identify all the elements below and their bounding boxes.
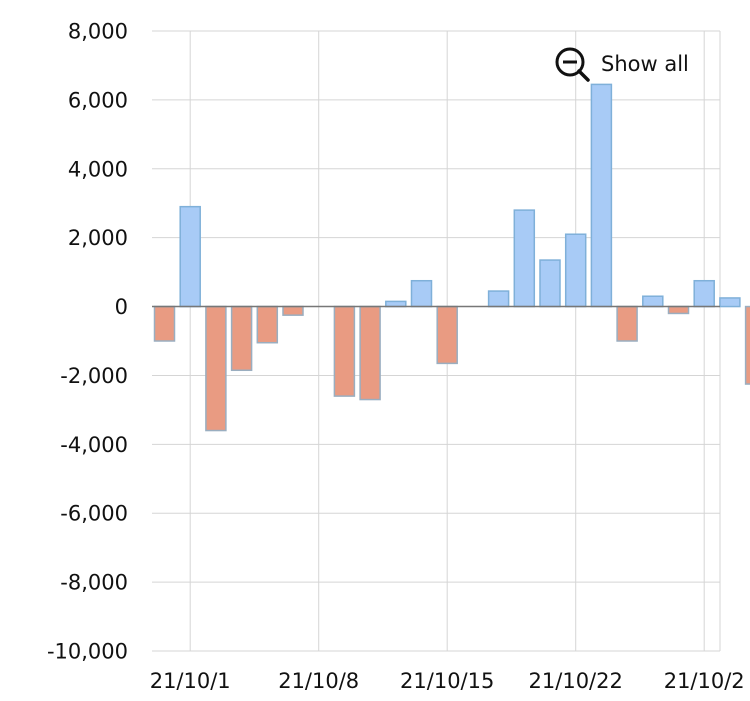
y-tick-label: 8,000 xyxy=(68,20,128,44)
x-tick-label: 21/10/8 xyxy=(278,669,359,693)
bar-21-10-5 xyxy=(282,305,304,316)
bar-21-10-19 xyxy=(642,295,664,308)
y-tick-label: -4,000 xyxy=(60,433,128,457)
show-all-button[interactable]: Show all xyxy=(553,46,689,82)
bar-21-10-9 xyxy=(385,300,407,308)
bar-21-10-16 xyxy=(564,233,587,308)
bar-21-10-7 xyxy=(333,305,356,397)
bar-21-10-14 xyxy=(513,209,536,308)
bar-21-10-1 xyxy=(179,205,201,308)
bar-21-10-23 xyxy=(744,305,750,385)
bar-21-10-18 xyxy=(616,305,638,342)
bar-21-9-30 xyxy=(153,305,176,342)
bar-21-10-3 xyxy=(230,305,253,372)
bar-21-10-8 xyxy=(359,305,381,401)
x-tick-label: 21/10/22 xyxy=(529,669,623,693)
bars xyxy=(153,83,750,432)
zoom-out-icon xyxy=(555,47,590,82)
bar-21-10-10 xyxy=(410,279,433,308)
bar-21-10-15 xyxy=(539,259,561,308)
y-tick-label: 4,000 xyxy=(68,157,128,181)
bar-21-10-21 xyxy=(693,279,715,308)
bar-21-10-20 xyxy=(667,305,690,315)
y-tick-label: 2,000 xyxy=(68,226,128,250)
bar-21-10-11 xyxy=(436,305,458,365)
y-tick-label: 0 xyxy=(115,295,128,319)
y-tick-label: 6,000 xyxy=(68,88,128,112)
y-tick-label: -6,000 xyxy=(60,502,128,526)
y-tick-label: -2,000 xyxy=(60,364,128,388)
bar-21-10-17 xyxy=(590,83,613,308)
x-axis-ticks: 21/10/1 21/10/8 21/10/15 21/10/22 21/10/2 xyxy=(150,669,745,693)
x-tick-label: 21/10/1 xyxy=(150,669,231,693)
x-tick-label: 21/10/15 xyxy=(400,669,494,693)
bar-21-10-2 xyxy=(205,305,227,432)
bar-21-10-13 xyxy=(487,290,510,308)
y-tick-label: -10,000 xyxy=(47,640,128,664)
y-tick-label: -8,000 xyxy=(60,571,128,595)
bar-21-10-4 xyxy=(256,305,279,344)
show-all-label: Show all xyxy=(601,52,689,76)
y-axis-ticks: 8,000 6,000 4,000 2,000 0 -2,000 -4,000 -6,000 -… xyxy=(47,20,128,664)
bar-21-10-22 xyxy=(719,297,741,308)
x-tick-label: 21/10/2 xyxy=(664,669,745,693)
grid-lines xyxy=(152,30,721,652)
